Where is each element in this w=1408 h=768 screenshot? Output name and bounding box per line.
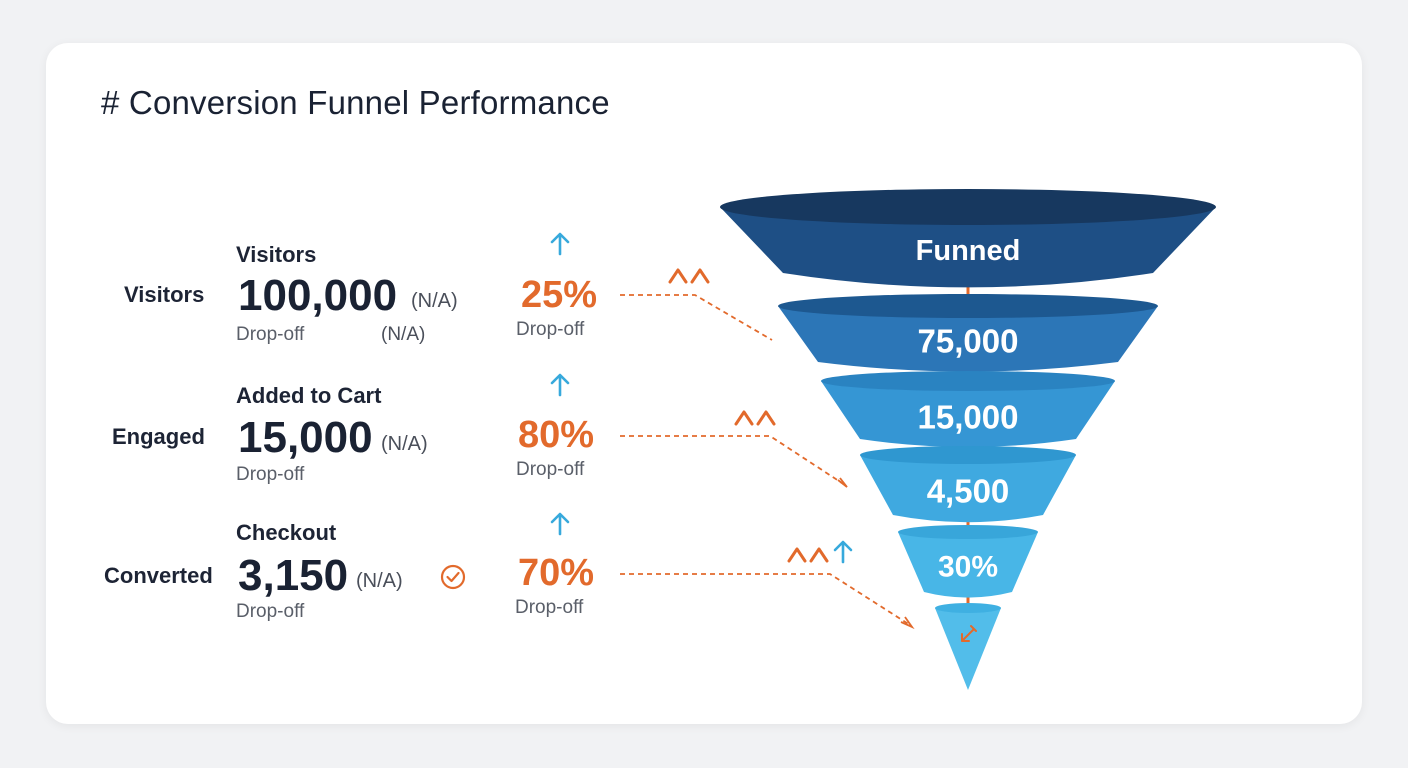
drop-percent-label-visitors: Drop-off [516, 319, 585, 340]
funnel-segment-top [860, 446, 1076, 464]
stage-drop-label-visitors: Drop-off [236, 324, 305, 345]
caret-up-double-icon [734, 410, 776, 426]
row-label-engaged: Engaged [112, 424, 205, 449]
drop-percent-visitors: 25% [521, 274, 598, 316]
funnel-segment-body [778, 306, 1158, 372]
funnel-segment-5: 30% [898, 525, 1038, 598]
caret-up-double-icon [668, 268, 710, 284]
caret-up-double-icon [787, 547, 829, 563]
chart-title: # Conversion Funnel Performance [101, 84, 610, 121]
up-arrow-icon [550, 232, 570, 256]
stage-drop-note-visitors: (N/A) [381, 324, 426, 345]
stage-drop-label-checkout: Drop-off [236, 601, 305, 622]
funnel-segment-body [898, 532, 1038, 598]
funnel-segment-label: Funned [916, 235, 1021, 267]
funnel-segment-label: 4,500 [927, 473, 1010, 510]
funnel-segment-2: 75,000 [778, 294, 1158, 372]
funnel-segment-3: 15,000 [821, 371, 1115, 447]
row-label-converted: Converted [104, 563, 213, 588]
funnel-segment-1: Funned [720, 189, 1216, 288]
arrow-diagonal-icon [961, 625, 977, 642]
drop-percent-label-converted: Drop-off [515, 597, 584, 618]
funnel-segment-top [898, 525, 1038, 539]
drop-connector [620, 294, 773, 341]
funnel-segment-body [720, 207, 1216, 288]
funnel-segment-6 [935, 603, 1001, 690]
funnel-segment-body [935, 608, 1001, 690]
check-circle-icon [440, 564, 466, 590]
funnel-segment-4: 4,500 [860, 446, 1076, 523]
stage-label-visitors: Visitors [236, 242, 317, 267]
funnel-segments: Funned 75,000 15,000 4,500 30% [720, 189, 1216, 690]
drop-percent-engaged: 80% [518, 414, 595, 456]
up-arrow-icon [550, 373, 570, 397]
stage-count-visitors: 100,000 [238, 271, 398, 320]
up-arrow-icon [833, 540, 853, 564]
stage-label-checkout: Checkout [236, 520, 337, 545]
funnel-segment-top [821, 371, 1115, 391]
stage-count-note-visitors: (N/A) [411, 290, 458, 312]
stage-count-note-checkout: (N/A) [356, 570, 403, 592]
funnel-segment-top [935, 603, 1001, 613]
funnel-segment-label: 75,000 [918, 323, 1019, 360]
stage-count-note-added-to-cart: (N/A) [381, 433, 428, 455]
chart-card [46, 43, 1362, 724]
drop-percent-label-engaged: Drop-off [516, 459, 585, 480]
drop-connector [620, 573, 915, 630]
up-arrow-icon [550, 512, 570, 536]
funnel-segment-label: 15,000 [918, 399, 1019, 436]
drop-connector [620, 435, 848, 488]
row-label-visitors: Visitors [124, 282, 205, 307]
stage-count-added-to-cart: 15,000 [238, 413, 373, 462]
stage-drop-label-added-to-cart: Drop-off [236, 464, 305, 485]
funnel-segment-top [720, 189, 1216, 225]
funnel-segment-body [860, 455, 1076, 523]
funnel-segment-top [778, 294, 1158, 318]
stage-count-checkout: 3,150 [238, 551, 349, 600]
drop-percent-converted: 70% [518, 552, 595, 594]
funnel-segment-body [821, 381, 1115, 447]
funnel-segment-label: 30% [938, 551, 998, 584]
stage-label-added-to-cart: Added to Cart [236, 383, 382, 408]
